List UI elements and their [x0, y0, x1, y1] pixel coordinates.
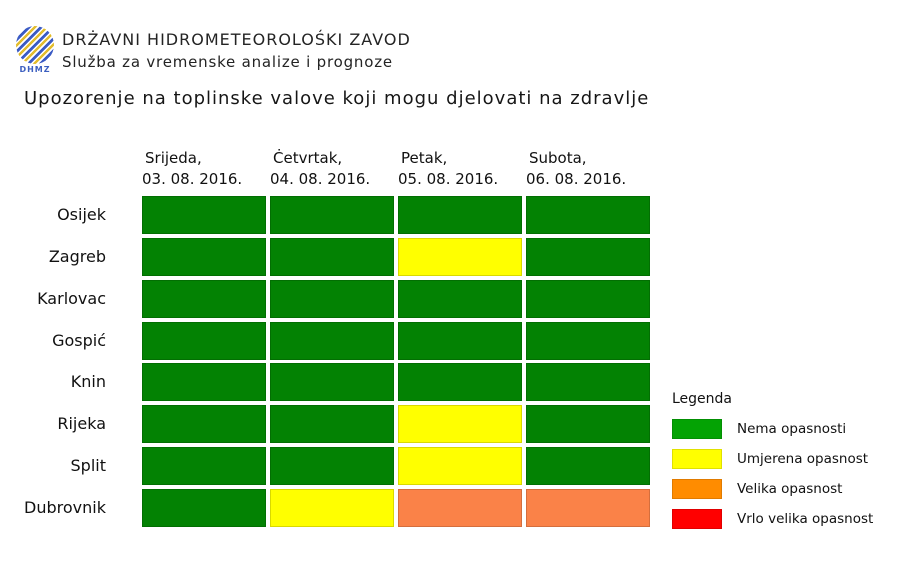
- warning-cell: [142, 447, 266, 486]
- warning-cell: [142, 488, 266, 527]
- column-header-date: 04. 08. 2016.: [270, 170, 371, 188]
- warning-cell: [398, 447, 522, 486]
- row-label: Rijeka: [57, 414, 106, 433]
- column-header-date: 03. 08. 2016.: [142, 170, 243, 188]
- column-header-day: Subota,: [529, 149, 587, 167]
- warning-cell: [398, 279, 522, 318]
- warning-cell: [398, 488, 522, 527]
- warning-cell: [270, 405, 394, 444]
- legend-item-label: Vrlo velika opasnost: [737, 511, 874, 527]
- warning-cell: [526, 363, 650, 402]
- legend-item-label: Velika opasnost: [737, 481, 843, 497]
- legend-items: Nema opasnosti Umjerena opasnost Velika op…: [672, 419, 873, 529]
- warning-cell: [270, 279, 394, 318]
- warning-cell: [526, 321, 650, 360]
- warning-cell: [398, 405, 522, 444]
- warning-cell: [270, 237, 394, 276]
- column-header-date: 05. 08. 2016.: [398, 170, 499, 188]
- warning-cell: [526, 488, 650, 527]
- legend-item-label: Umjerena opasnost: [737, 451, 869, 467]
- legend-item-label: Nema opasnosti: [737, 421, 847, 437]
- warning-cell: [142, 321, 266, 360]
- warning-cell: [270, 321, 394, 360]
- page-title: Upozorenje na toplinske valove koji mogu…: [24, 88, 650, 109]
- dhmz-logo: DHMZ: [13, 26, 57, 74]
- warning-cell: [526, 405, 650, 444]
- row-label: Knin: [70, 372, 106, 391]
- column-header-day: Ċetvrtak,: [273, 149, 343, 167]
- column-header-day: Srijeda,: [145, 149, 202, 167]
- warning-grid: [142, 196, 650, 527]
- row-label: Karlovac: [37, 289, 106, 308]
- warning-cell: [270, 447, 394, 486]
- row-label: Split: [70, 456, 106, 475]
- warning-cell: [398, 321, 522, 360]
- warning-cell: [526, 196, 650, 234]
- warning-cell: [398, 237, 522, 276]
- org-unit: Služba za vremenske analize i prognoze: [62, 53, 393, 71]
- warning-cell: [398, 363, 522, 402]
- row-label: Dubrovnik: [24, 498, 106, 517]
- org-header: DRŻAVNI HIDROMETEOROLOŚKI ZAVOD Služba z…: [62, 30, 411, 71]
- column-header: Srijeda, 03. 08. 2016.: [142, 148, 266, 190]
- warning-cell: [526, 447, 650, 486]
- dhmz-globe-icon: [16, 26, 54, 64]
- column-header-date: 06. 08. 2016.: [526, 170, 627, 188]
- warning-cell: [142, 196, 266, 234]
- legend-swatch: [672, 449, 722, 469]
- warning-cell: [142, 279, 266, 318]
- warning-cell: [270, 488, 394, 527]
- legend-item: Velika opasnost: [672, 479, 873, 499]
- legend-item: Nema opasnosti: [672, 419, 873, 439]
- row-label: Osijek: [57, 205, 106, 224]
- warning-cell: [142, 363, 266, 402]
- warning-cell: [270, 196, 394, 234]
- legend-swatch: [672, 509, 722, 529]
- legend: Legenda Nema opasnosti Umjerena opasnost V…: [672, 391, 873, 529]
- column-header: Petak, 05. 08. 2016.: [398, 148, 522, 190]
- legend-item: Umjerena opasnost: [672, 449, 873, 469]
- legend-title: Legenda: [672, 391, 733, 407]
- column-header-day: Petak,: [401, 149, 448, 167]
- column-header: Subota, 06. 08. 2016.: [526, 148, 650, 190]
- org-name: DRŻAVNI HIDROMETEOROLOŚKI ZAVOD: [62, 30, 411, 49]
- warning-cell: [142, 405, 266, 444]
- legend-swatch: [672, 479, 722, 499]
- column-header: Ċetvrtak, 04. 08. 2016.: [270, 148, 394, 190]
- dhmz-logo-text: DHMZ: [19, 65, 51, 74]
- legend-swatch: [672, 419, 722, 439]
- row-label: Zagreb: [48, 247, 106, 266]
- warning-cell: [142, 237, 266, 276]
- warning-cell: [270, 363, 394, 402]
- legend-item: Vrlo velika opasnost: [672, 509, 873, 529]
- warning-cell: [526, 237, 650, 276]
- row-label: Gospić: [52, 331, 106, 350]
- warning-cell: [398, 196, 522, 234]
- warning-cell: [526, 279, 650, 318]
